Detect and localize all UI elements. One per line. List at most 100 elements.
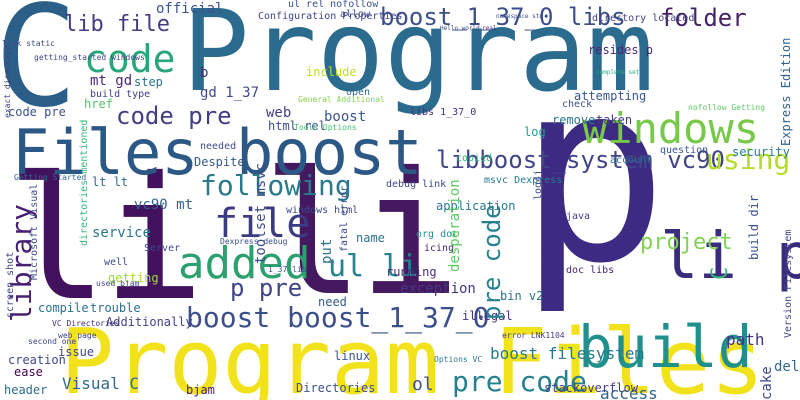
- word-link-static: directory located: [592, 13, 695, 24]
- word-linux: illegal: [462, 309, 513, 323]
- word-fatal-error: Getting Started: [14, 173, 87, 182]
- word-screen-shot: Options VC: [434, 355, 483, 364]
- word-li-middle: li: [262, 136, 461, 334]
- word-web: open: [346, 87, 371, 98]
- word-service: getting: [108, 271, 159, 285]
- word-project: project: [640, 230, 733, 255]
- word-include: official: [156, 1, 224, 17]
- word-build-type: getting_started windows: [34, 53, 145, 62]
- word-compile: Additionally: [106, 315, 193, 329]
- word-bjam: linux: [334, 349, 371, 363]
- word-hello-world: namespace std: [496, 13, 543, 20]
- word-href: step: [134, 75, 163, 89]
- word-cake: stackoverflow: [544, 381, 638, 395]
- word-ol: pre code: [452, 365, 587, 398]
- word-allow: libs 1_37_0: [410, 107, 477, 118]
- word-directories: Visual C: [62, 374, 140, 393]
- word-windows-html: well: [104, 257, 129, 268]
- word-access: path: [726, 330, 765, 349]
- word-build: build: [578, 313, 753, 381]
- word-using: libboost_system vc90: [436, 146, 725, 174]
- word-added: added: [178, 238, 311, 289]
- word-well: Server: [144, 243, 181, 254]
- word-boost-filesystem: ol: [412, 374, 434, 395]
- word-libs-1-37-0: code pre: [8, 105, 66, 119]
- word-lib-file: lib file: [64, 12, 170, 37]
- word-log: remove: [552, 113, 596, 127]
- word-needed: Despite: [194, 155, 245, 169]
- word-java: bin v2: [500, 289, 544, 303]
- word-path: C: [708, 266, 733, 280]
- word-header: bjam: [186, 383, 215, 397]
- word-li-p-right: li p: [660, 220, 800, 294]
- word-std-cout: Hello world: [440, 25, 480, 32]
- word-official: href: [84, 97, 113, 111]
- word-options-vc: second one: [28, 337, 77, 346]
- word-check: taken: [596, 113, 633, 127]
- word-toolset-msvc: windows html: [286, 205, 359, 216]
- word-c-right: using: [706, 143, 791, 176]
- word-lt-lt: vc90 mt: [134, 197, 194, 213]
- word-code-pre-1: code pre: [116, 102, 232, 130]
- word-ul-rel-nofollow: Configuration Properties: [258, 11, 403, 22]
- word-program-top: Program: [182, 0, 655, 117]
- word-p-big: p: [518, 27, 669, 318]
- word-express-edition: build dir: [747, 194, 761, 260]
- word-libboost-system: boost filesystem: [490, 344, 645, 363]
- word-tools-options: General Additional: [298, 95, 385, 104]
- word-open: include: [306, 65, 357, 79]
- word-b: delete: [774, 359, 800, 375]
- word-getting: trouble: [90, 301, 141, 315]
- word-debug-link: java: [566, 211, 591, 222]
- word-copied: put: [319, 238, 335, 264]
- word-boost-1-37-0-libs: boost_1_37_0 libs: [380, 3, 626, 31]
- word-folder: folder: [660, 4, 747, 32]
- word-additionally: creation: [8, 353, 66, 367]
- word-name: icing: [424, 243, 455, 254]
- word-getting-started-windows: link static: [2, 39, 55, 48]
- word-doc-libs: msvc Dexpress: [484, 175, 563, 186]
- word-vc90-mt: service: [92, 225, 152, 241]
- word-despite: lt lt: [92, 175, 129, 189]
- word-exception: running: [386, 265, 437, 279]
- word-microsoft-visual: screen shot: [5, 251, 16, 318]
- word-getting-started-right: nofollow Getting: [688, 103, 766, 112]
- word-stackoverflow: Directories: [296, 381, 376, 395]
- word-code-pre-2: html rel: [268, 119, 326, 133]
- word-ease: issue: [58, 345, 95, 359]
- word-web-page: VC Directories: [52, 319, 120, 328]
- word-dexpress-debug: used bjam: [96, 279, 140, 288]
- word-file: file: [214, 201, 311, 247]
- word-li-big: li: [6, 141, 205, 339]
- word-need: toolset msvc: [253, 162, 269, 264]
- word-boost-small: web: [266, 105, 292, 121]
- word-server: allow: [340, 9, 371, 20]
- word-p-pre: p pre: [230, 274, 303, 302]
- word-resides-p: boost: [324, 109, 367, 125]
- word-real: log4j: [533, 169, 544, 200]
- word-msvc-dexpress: account: [610, 155, 653, 166]
- word-files-boost: Files boost: [12, 116, 423, 189]
- word-application: debug link: [386, 179, 447, 190]
- word-icing: org doc: [416, 229, 459, 240]
- word-creation: ease: [14, 365, 43, 379]
- word-used-bjam: error LNK1104: [502, 331, 565, 340]
- word-account: question: [660, 145, 709, 156]
- word-step: mt gd: [90, 73, 133, 89]
- word-delete: cake: [759, 366, 775, 400]
- word-code: code: [84, 37, 176, 81]
- word-issue: header: [4, 383, 48, 397]
- word-pre-code: pre code: [478, 204, 506, 320]
- word-put: need: [318, 295, 347, 309]
- word-running: name: [356, 231, 385, 245]
- word-trouble: compile: [38, 301, 89, 315]
- word-program-bottom: Program Files: [60, 310, 765, 400]
- word-error-lnk1104: 1_37 lib: [268, 265, 307, 274]
- word-gd-1-37: b: [200, 65, 209, 81]
- word-security: log: [524, 125, 546, 139]
- word-lib-file-small: fatal error: [339, 185, 350, 252]
- word-attempting: resides p: [588, 43, 654, 57]
- word-complete-set: real: [482, 25, 497, 32]
- word-remove: check: [562, 99, 593, 110]
